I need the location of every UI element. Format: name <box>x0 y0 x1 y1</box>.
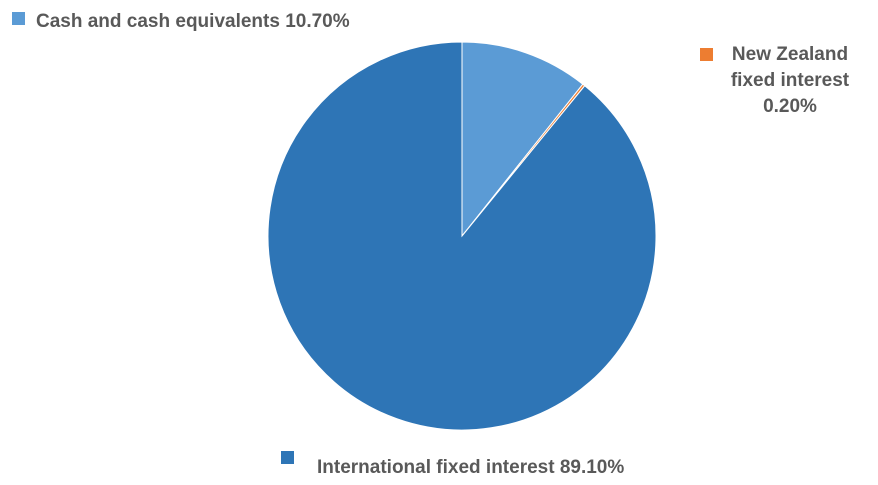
slice-label-nz-line3: 0.20% <box>690 94 878 120</box>
legend-swatch-cash <box>12 12 25 25</box>
slice-label-cash: Cash and cash equivalents 10.70% <box>36 9 350 35</box>
slice-label-nz-line1: New Zealand <box>690 42 878 68</box>
pie-slices <box>268 42 656 430</box>
legend-swatch-international-fixed-interest <box>281 451 294 464</box>
slice-label-nz-line2: fixed interest <box>690 68 878 94</box>
pie-slice-international-fixed-interest <box>268 42 656 430</box>
slice-label-nz-fixed-interest: New Zealand fixed interest 0.20% <box>690 42 878 120</box>
slice-label-international-fixed-interest: International fixed interest 89.10% <box>317 455 624 481</box>
